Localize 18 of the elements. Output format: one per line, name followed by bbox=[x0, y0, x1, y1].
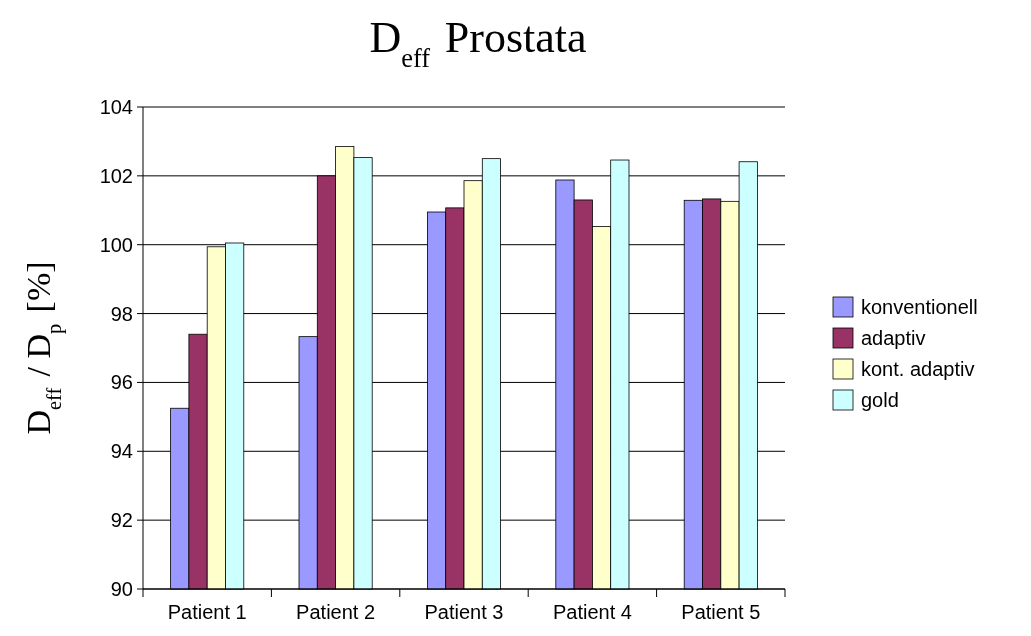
chart-title: D$_{eff}$ Prostata bbox=[369, 13, 587, 73]
y-tick-label: 102 bbox=[99, 164, 133, 187]
x-tick-label: Patient 2 bbox=[296, 601, 376, 623]
y-tick-label: 100 bbox=[99, 233, 133, 256]
x-tick-label: Patient 1 bbox=[167, 601, 247, 623]
legend-label: kont. adaptiv bbox=[861, 358, 975, 380]
y-tick-label: 92 bbox=[110, 509, 133, 532]
y-tick-label: 90 bbox=[110, 578, 133, 600]
legend-label: gold bbox=[861, 389, 899, 411]
x-tick-label: Patient 4 bbox=[552, 601, 632, 623]
y-tick-label: 104 bbox=[99, 96, 133, 118]
y-tick-label: 94 bbox=[110, 440, 133, 463]
y-tick-label: 96 bbox=[110, 371, 133, 394]
x-tick-label: Patient 5 bbox=[681, 601, 761, 623]
legend-label: konventionell bbox=[861, 296, 978, 318]
legend-label: adaptiv bbox=[861, 327, 926, 349]
y-tick-label: 98 bbox=[110, 302, 133, 325]
x-tick-label: Patient 3 bbox=[424, 601, 504, 623]
